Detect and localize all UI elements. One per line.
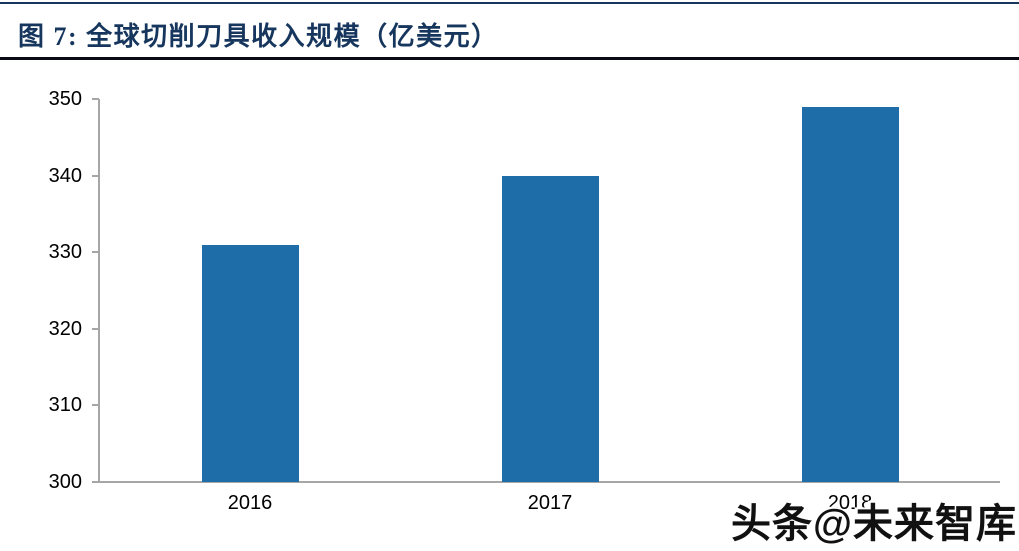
- bar-2017: [501, 175, 599, 482]
- y-axis-line: [98, 99, 100, 482]
- figure-title: 图 7: 全球切削刀具收入规模（亿美元）: [18, 22, 499, 51]
- bar-2016: [201, 244, 299, 482]
- y-tick-label: 340: [48, 164, 82, 187]
- y-tick-label: 330: [48, 241, 82, 264]
- y-tick-mark: [92, 251, 99, 254]
- y-tick-label: 320: [48, 317, 82, 340]
- x-tick-label-2017: 2017: [527, 492, 573, 514]
- y-tick-label: 310: [48, 394, 82, 417]
- bar-2018: [801, 106, 899, 482]
- x-tick-label-2018: 2018: [827, 492, 873, 514]
- y-tick-label: 300: [48, 471, 82, 493]
- x-axis-line: [92, 481, 1000, 483]
- header-rule: [0, 57, 1019, 60]
- y-tick-mark: [92, 404, 99, 407]
- y-tick-mark: [92, 327, 99, 330]
- x-tick-label-2016: 2016: [227, 492, 273, 514]
- top-rule: [0, 2, 1019, 4]
- y-tick-mark: [92, 98, 99, 100]
- watermark: 头条@未来智库: [730, 502, 1017, 546]
- y-tick-label: 350: [48, 88, 82, 110]
- y-tick-mark: [92, 174, 99, 177]
